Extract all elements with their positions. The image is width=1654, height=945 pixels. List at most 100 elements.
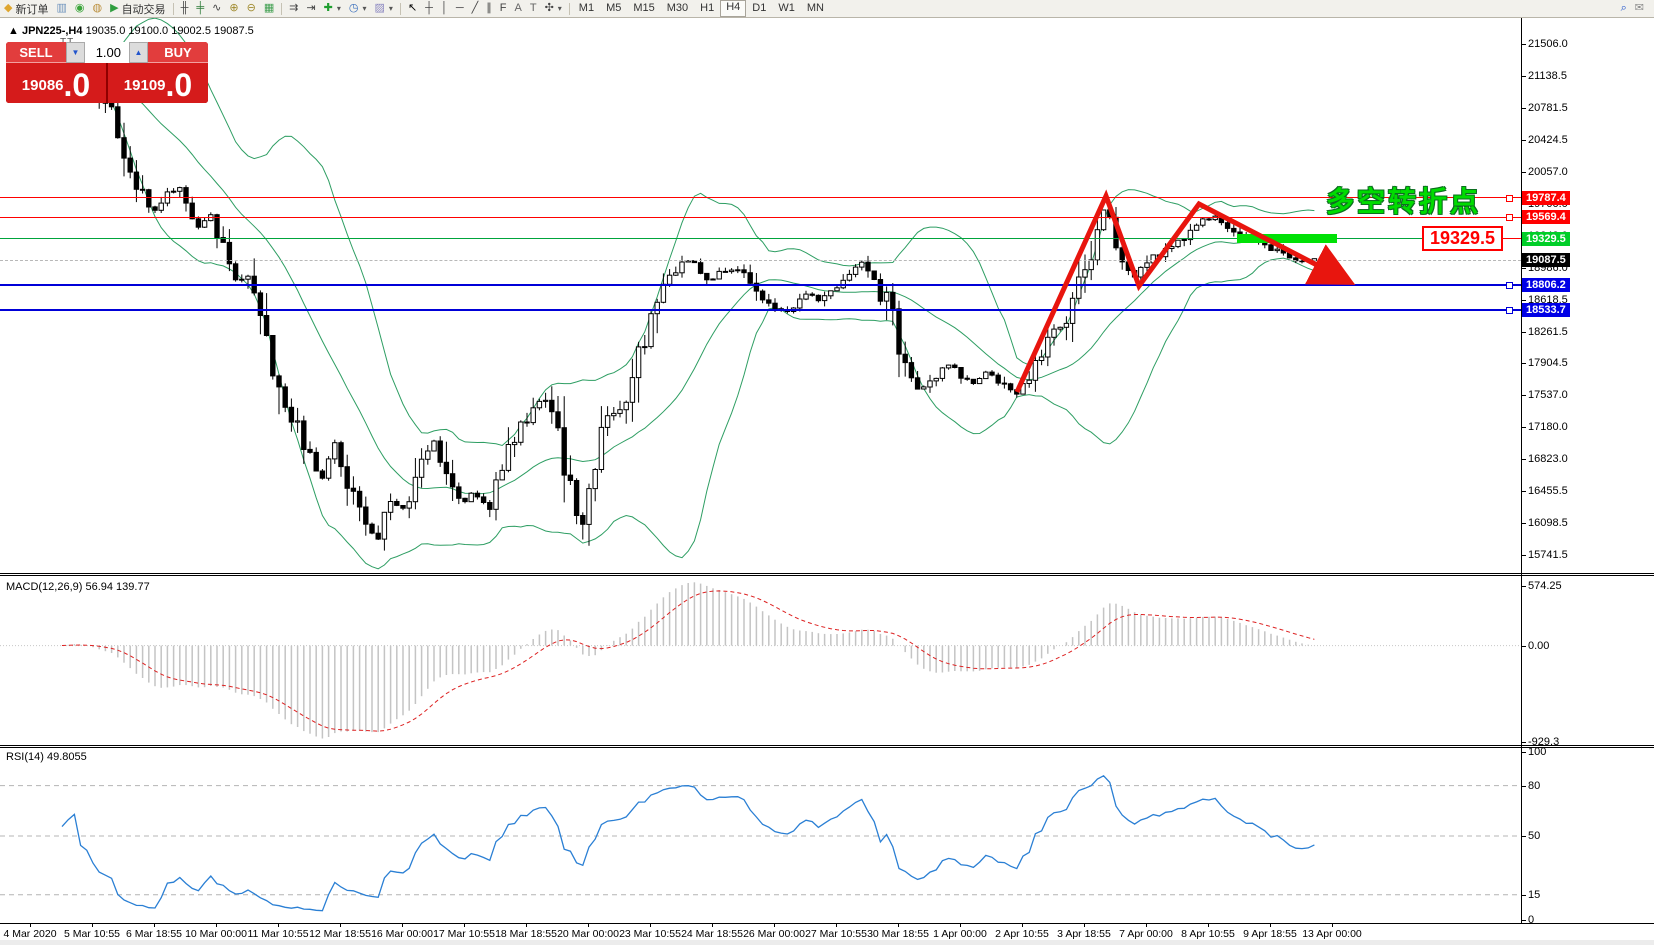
time-axis-label: 11 Mar 10:55 <box>247 928 309 940</box>
timeframe-button-mn[interactable]: MN <box>806 2 824 14</box>
buy-price[interactable]: 19109. 0 <box>108 63 208 103</box>
rsi-axis-tick <box>1521 836 1526 837</box>
time-axis-tick <box>1022 923 1023 927</box>
text-button[interactable]: A <box>510 1 525 16</box>
zoom-in-icon: ⊕ <box>229 2 239 14</box>
new-order-label: 新订单 <box>15 3 49 16</box>
line-handle-marker[interactable] <box>1506 282 1513 290</box>
key-level-line[interactable] <box>0 238 1521 239</box>
time-axis-tick <box>216 923 217 927</box>
timeframe-button-h4[interactable]: H4 <box>720 0 747 17</box>
time-axis-line[interactable] <box>0 923 1654 924</box>
line-handle-marker[interactable] <box>1506 214 1513 222</box>
toolbar-separator <box>172 2 174 15</box>
price-axis-label: 16098.5 <box>1528 517 1568 530</box>
vertical-line-button[interactable]: │ <box>437 1 452 16</box>
timeframe-button-m15[interactable]: M15 <box>633 2 655 14</box>
add-indicator-button[interactable]: ✚ ▾ <box>320 1 345 16</box>
line-handle-marker[interactable] <box>1506 194 1513 202</box>
time-axis-label: 20 Mar 00:00 <box>557 928 619 940</box>
new-order-icon: ◆ <box>4 2 13 14</box>
time-axis-tick <box>898 923 899 927</box>
dropdown-caret-icon[interactable]: ▾ <box>388 4 393 13</box>
timeframe-button-m5[interactable]: M5 <box>606 2 622 14</box>
arrows-button[interactable]: ✣ ▾ <box>541 1 566 16</box>
dropdown-caret-icon[interactable]: ▾ <box>557 4 562 13</box>
auto-trading-button[interactable]: ▶ 自动交易 <box>106 1 169 16</box>
price-axis-label: 18261.5 <box>1528 325 1568 338</box>
price-axis-label: 20781.5 <box>1528 101 1568 114</box>
timeframe-button-m30[interactable]: M30 <box>666 2 689 14</box>
turning-point-annotation[interactable]: 多空转折点 <box>1326 186 1482 217</box>
cursor-icon: ↖ <box>407 2 418 14</box>
new-order-button[interactable]: ◆ 新订单 <box>0 1 52 16</box>
chart-shift-button[interactable]: ⇥ <box>302 1 319 16</box>
price-axis-tick <box>1521 267 1526 269</box>
auto-scroll-button[interactable]: ⇉ <box>285 1 302 16</box>
price-axis-label: 17180.0 <box>1528 421 1568 434</box>
support-highlight-bar[interactable] <box>1237 234 1337 243</box>
signals-button[interactable]: ◉ <box>71 1 89 16</box>
chat-button[interactable]: ✉ <box>1631 1 1648 16</box>
horizontal-line-button[interactable]: ─ <box>452 1 468 16</box>
time-axis-tick <box>1208 923 1209 927</box>
symbol-period: JPN225-,H4 <box>21 25 83 37</box>
timeframe-button-m1[interactable]: M1 <box>578 2 595 14</box>
price-axis-tick <box>1521 331 1526 333</box>
dropdown-caret-icon[interactable]: ▾ <box>362 4 367 13</box>
support-line[interactable] <box>0 284 1521 287</box>
channel-button[interactable]: ∥ <box>482 1 496 16</box>
time-axis-label: 16 Mar 00:00 <box>371 928 433 940</box>
channel-icon: ∥ <box>486 2 492 14</box>
buy-button[interactable]: BUY <box>148 42 208 63</box>
chat-icon: ✉ <box>1634 2 1644 14</box>
search-button[interactable]: ⌕ <box>1617 1 1631 16</box>
sell-price[interactable]: 19086. 0 <box>6 63 106 103</box>
search-icon: ⌕ <box>1620 2 1627 14</box>
tile-windows-button[interactable]: ▦ <box>260 1 278 16</box>
text-label-button[interactable]: T <box>526 1 541 16</box>
timeframe-button-w1[interactable]: W1 <box>778 2 795 14</box>
line-chart-button[interactable]: ∿ <box>208 1 225 16</box>
price-axis-line[interactable] <box>1521 18 1522 923</box>
price-axis-tick <box>1521 139 1526 141</box>
price-axis-label: 17537.0 <box>1528 389 1568 402</box>
price-axis-label: 15741.5 <box>1528 549 1568 562</box>
sell-button[interactable]: SELL <box>6 42 66 63</box>
price-axis-tick <box>1521 395 1526 397</box>
price-axis-tick <box>1521 491 1526 493</box>
history-center-button[interactable]: ◍ <box>88 1 106 16</box>
templates-button[interactable]: ▨ ▾ <box>371 1 397 16</box>
main-price-chart <box>59 18 1318 570</box>
candlestick-chart-button[interactable]: ╪ <box>192 1 208 16</box>
periods-button[interactable]: ◷ ▾ <box>345 1 371 16</box>
price-axis-label: 16455.5 <box>1528 485 1568 498</box>
level-callout-box[interactable]: 19329.5 <box>1422 226 1504 251</box>
line-handle-marker[interactable] <box>1506 306 1513 314</box>
toolbar-separator <box>399 2 401 15</box>
dropdown-caret-icon[interactable]: ▾ <box>336 4 341 13</box>
timeframe-button-h1[interactable]: H1 <box>700 2 715 14</box>
resistance-line[interactable] <box>0 197 1521 199</box>
resistance-line[interactable] <box>0 216 1521 218</box>
crosshair-button[interactable]: ┼ <box>421 1 437 16</box>
timeframe-button-d1[interactable]: D1 <box>752 2 767 14</box>
lot-decrease-button[interactable]: ▼ <box>66 42 85 63</box>
collapse-icon[interactable]: ▲ <box>8 25 19 37</box>
fibonacci-button[interactable]: F <box>496 1 511 16</box>
lot-increase-button[interactable]: ▲ <box>129 42 148 63</box>
trendline-button[interactable]: ╱ <box>468 1 483 16</box>
tile-windows-icon: ▦ <box>263 2 275 14</box>
bar-chart-button[interactable]: ╫ <box>177 1 193 16</box>
current-price-line[interactable] <box>0 259 1521 261</box>
lot-size-input[interactable]: 1.00 <box>85 42 129 63</box>
time-axis-label: 30 Mar 18:55 <box>867 928 929 940</box>
zoom-out-button[interactable]: ⊖ <box>243 1 260 16</box>
time-axis-label: 5 Mar 10:55 <box>63 928 121 940</box>
price-axis-label: 20057.0 <box>1528 165 1568 178</box>
price-axis-label: 21506.0 <box>1528 38 1568 50</box>
support-line[interactable] <box>0 308 1521 311</box>
zoom-in-button[interactable]: ⊕ <box>225 1 242 16</box>
market-watch-button[interactable]: ▥ <box>52 1 70 16</box>
cursor-button[interactable]: ↖ <box>404 1 421 16</box>
